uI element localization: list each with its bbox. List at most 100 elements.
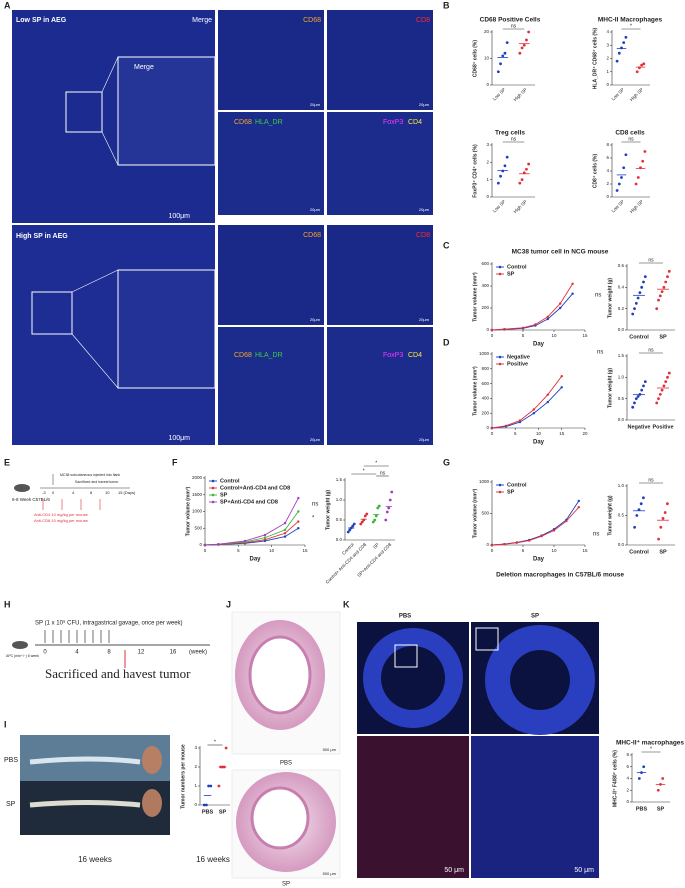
tissue bbox=[381, 646, 445, 710]
y-tick-label: 800 bbox=[481, 366, 489, 371]
data-point bbox=[359, 522, 363, 526]
data-point bbox=[373, 518, 377, 522]
significance: ns bbox=[312, 502, 318, 508]
y-tick-label: 0.2 bbox=[618, 306, 625, 311]
y-tick-label: 0 bbox=[486, 194, 489, 199]
y-tick-label: 0.5 bbox=[336, 517, 343, 522]
image bbox=[327, 327, 433, 445]
data-point bbox=[390, 490, 394, 494]
panel-label: E bbox=[4, 457, 10, 467]
data-point bbox=[496, 181, 500, 185]
series-line bbox=[204, 511, 299, 546]
data-point bbox=[559, 306, 562, 310]
data-point bbox=[365, 512, 369, 516]
data-point bbox=[346, 530, 350, 534]
x-tick-label: Negative bbox=[628, 424, 651, 430]
data-point bbox=[640, 388, 644, 392]
y-tick-label: 1 bbox=[486, 177, 489, 182]
y-tick-label: 1.5 bbox=[618, 353, 625, 358]
panel-label: G bbox=[443, 457, 450, 467]
y-tick-label: 1000 bbox=[479, 351, 490, 356]
data-point bbox=[384, 518, 388, 522]
channel-label: Merge bbox=[134, 64, 154, 71]
y-tick-label: 3 bbox=[486, 142, 489, 147]
data-point bbox=[388, 498, 392, 502]
x-tick-label: 10 bbox=[269, 548, 275, 553]
y-tick-label: 10 bbox=[484, 56, 490, 61]
significance: * bbox=[630, 23, 632, 29]
channel-label: CD68 bbox=[303, 232, 321, 239]
y-tick-label: 1.5 bbox=[336, 477, 343, 482]
y-tick-label: 0 bbox=[199, 542, 202, 547]
legend-marker bbox=[211, 486, 215, 490]
x-axis-label: Day bbox=[533, 342, 545, 348]
y-tick-label: 400 bbox=[481, 396, 489, 401]
y-tick-label: 0.6 bbox=[618, 263, 625, 268]
data-point bbox=[666, 275, 669, 279]
legend-marker bbox=[498, 490, 502, 494]
mouse-label: 6-8 Week C57BL/6 bbox=[12, 497, 50, 502]
series-line bbox=[204, 497, 299, 546]
event-label: Sacrificed and havest tumor bbox=[75, 480, 119, 484]
y-tick-label: 200 bbox=[481, 410, 489, 415]
y-tick-label: 0 bbox=[486, 425, 489, 430]
panel-label: J bbox=[226, 599, 231, 609]
significance: * bbox=[375, 460, 377, 466]
data-point bbox=[503, 164, 507, 168]
data-point bbox=[634, 301, 638, 305]
x-tick-label: 5 bbox=[522, 548, 525, 553]
inset-box bbox=[65, 91, 103, 133]
x-tick-label: 0 bbox=[491, 333, 494, 338]
y-tick-label: 0 bbox=[194, 802, 197, 807]
y-tick-label: 1500 bbox=[192, 492, 203, 497]
panel-j: 500 μm PBS 500 μm SP bbox=[231, 611, 341, 888]
x-tick-label: High SP bbox=[629, 87, 644, 102]
data-point bbox=[636, 296, 640, 300]
day-label: 0 bbox=[52, 490, 55, 495]
y-tick-label: 0.0 bbox=[618, 542, 625, 547]
duration-label: 16 weeks bbox=[78, 855, 112, 864]
scale-label: 20μm bbox=[310, 317, 321, 322]
y-axis-label: Tumor volume (mm³) bbox=[472, 488, 478, 538]
inset-box bbox=[394, 644, 418, 668]
data-point bbox=[631, 312, 635, 316]
data-point bbox=[636, 176, 640, 179]
panel-label: B bbox=[443, 0, 450, 10]
significance: ns bbox=[380, 470, 386, 476]
data-point bbox=[496, 70, 500, 74]
connector bbox=[101, 131, 119, 166]
data-point bbox=[617, 51, 621, 55]
scale-label: 20μm bbox=[419, 437, 430, 442]
data-point bbox=[505, 41, 509, 44]
y-tick-label: 8 bbox=[626, 752, 629, 757]
panel-label: K bbox=[343, 599, 350, 609]
data-point bbox=[490, 426, 494, 430]
image bbox=[218, 10, 324, 110]
legend-marker bbox=[498, 355, 502, 359]
data-point bbox=[631, 405, 635, 409]
duration-label: 16 weeks bbox=[196, 855, 230, 864]
y-tick-label: 8 bbox=[606, 142, 609, 147]
scale-label: 20μm bbox=[310, 207, 321, 212]
image bbox=[327, 112, 433, 215]
data-point bbox=[615, 189, 619, 192]
scale-label: 20μm bbox=[419, 317, 430, 322]
legend-label: Control bbox=[220, 478, 240, 484]
data-point bbox=[532, 412, 536, 415]
data-point bbox=[637, 777, 641, 780]
data-point bbox=[658, 393, 662, 396]
legend-marker bbox=[211, 493, 215, 497]
data-point bbox=[376, 506, 380, 510]
data-point bbox=[207, 784, 211, 788]
data-point bbox=[559, 302, 562, 305]
y-tick-label: 1000 bbox=[479, 479, 490, 484]
legend-label: SP bbox=[507, 271, 515, 277]
x-tick-label: 20 bbox=[582, 431, 588, 436]
image bbox=[471, 736, 599, 878]
legend-marker bbox=[498, 265, 502, 269]
data-point bbox=[633, 307, 636, 311]
data-point bbox=[663, 511, 667, 514]
y-tick-label: 0 bbox=[486, 542, 489, 547]
data-point bbox=[202, 803, 206, 807]
data-point bbox=[205, 803, 208, 807]
